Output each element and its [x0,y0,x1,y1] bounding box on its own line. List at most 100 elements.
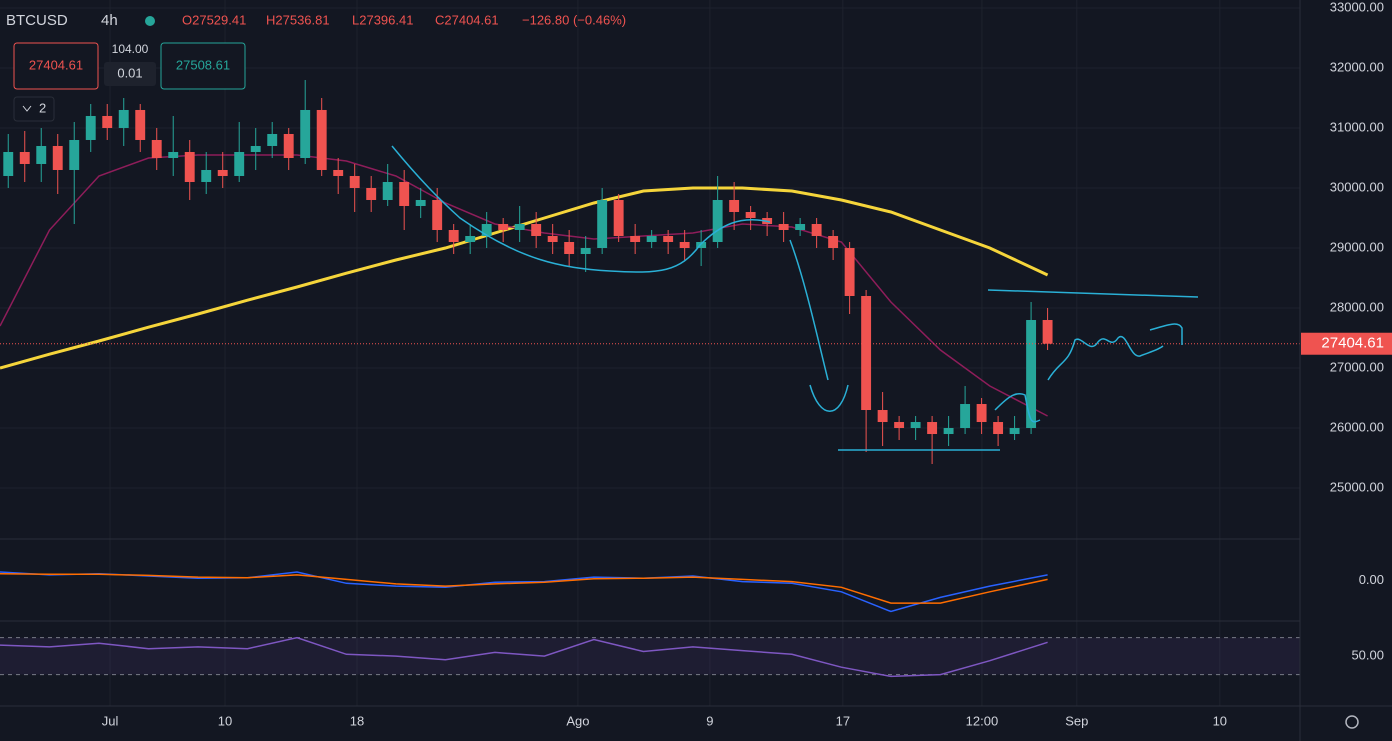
candle-body [910,422,921,429]
rsi-band [0,637,1300,675]
candle-body [19,151,30,164]
y-tick-label: 27000.00 [1330,359,1384,374]
candle-body [102,115,113,128]
candle-body [300,109,311,158]
candle-body [795,223,806,230]
candle-body [184,151,195,182]
candle-body [1026,320,1037,429]
drawing-curve [1047,335,1164,381]
market-status[interactable] [145,16,155,26]
candle-body [316,109,327,170]
symbol: BTCUSD [6,12,68,29]
drawing-curve [809,384,849,412]
candle-body [217,169,228,176]
candle-body [630,235,641,242]
y-tick-label: 32000.00 [1330,59,1384,74]
y-tick-label: 25000.00 [1330,479,1384,494]
x-tick-label: 18 [350,713,364,728]
y-tick-label: 28000.00 [1330,299,1384,314]
candle-body [465,235,476,242]
x-tick-label: 17 [836,713,850,728]
drawing-curve [789,239,829,381]
y-tick-label: 30000.00 [1330,179,1384,194]
candle-body [564,241,575,254]
drawing-curve [391,145,771,273]
candle-body [118,109,129,128]
candle-body [52,145,63,170]
candle-body [498,223,509,230]
candle-body [861,296,872,411]
candle-body [151,139,162,158]
y-tick-label: 0.00 [1359,572,1384,587]
candle-body [844,247,855,297]
candle-body [663,235,674,242]
candle-body [85,115,96,140]
y-tick-label: 50.00 [1351,648,1384,663]
rsi-line [0,636,1048,678]
settings-icon[interactable] [1345,715,1359,729]
candle-body [267,133,278,146]
candle-body [943,428,954,435]
buy-button[interactable] [160,42,246,90]
candle-body [432,199,443,230]
candle-body [531,223,542,236]
candle-body [597,199,608,248]
candle-body [349,175,360,188]
candle-body [382,181,393,200]
candle-body [366,187,377,200]
candle-body [894,422,905,429]
candle-body [613,199,624,236]
candle-body [333,169,344,176]
x-tick-label: Ago [566,713,589,728]
candle-body [1042,320,1053,344]
plot [0,79,1300,678]
quantity: 0.01 [117,65,142,80]
candle-body [729,199,740,212]
candle-body [448,229,459,242]
candle-body [828,235,839,248]
spread: 104.00 [112,42,149,56]
candle-body [415,199,426,206]
y-tick-label: 33000.00 [1330,0,1384,14]
candle-body [993,422,1004,435]
candle-body [201,169,212,182]
candle-body [811,223,822,236]
y-tick-label: 31000.00 [1330,119,1384,134]
indicators-toggle[interactable] [13,96,55,122]
candle-body [778,223,789,230]
candle-body [69,139,80,170]
candle-body [283,133,294,158]
axes: Jul 10 18 Ago 9 17 12:00 Sep 10 33000.00 32000.00 3… [102,0,1392,728]
candle-body [745,211,756,218]
candle-body [679,241,690,248]
candle-body [481,223,492,236]
candle-body [960,404,971,429]
quantity-box[interactable] [104,62,156,86]
candle-body [135,109,146,140]
candle-body [250,145,261,152]
chevron-icon [22,105,32,112]
candle-body [399,181,410,206]
x-tick-label: 12:00 [966,713,999,728]
x-tick-label: 9 [706,713,713,728]
candle-body [976,404,987,423]
interval: 4h [101,12,118,29]
candle-body [514,223,525,230]
drawing-curve [994,393,1041,423]
change: −126.80 (−0.46%) [522,12,626,27]
x-tick-label: Sep [1065,713,1088,728]
drawing-curve [1149,323,1183,345]
candle-body [646,235,657,242]
sell-button[interactable] [13,42,99,90]
candle-body [580,247,591,254]
ohlc-value: H27536.81 [266,12,330,27]
candle-body [1009,428,1020,435]
ohlc-value: O27529.41 [182,12,246,27]
y-tick-label: 26000.00 [1330,419,1384,434]
ohlc-value: L27396.41 [352,12,413,27]
candle-body [877,410,888,423]
x-tick-label: 10 [1213,713,1227,728]
